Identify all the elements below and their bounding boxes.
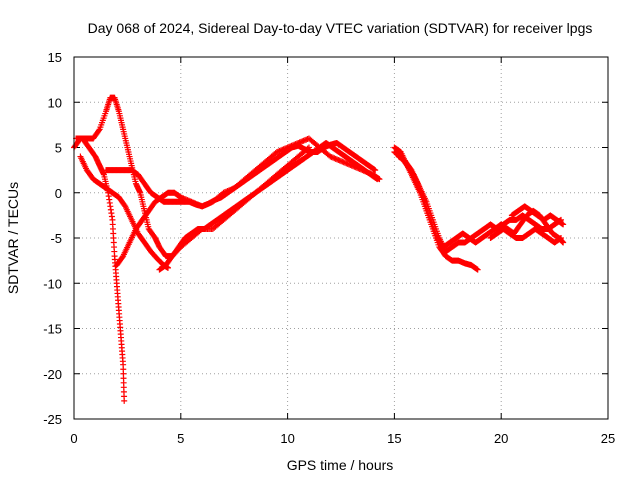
x-tick-label: 0 — [70, 431, 77, 446]
y-tick-label: 10 — [48, 95, 62, 110]
y-tick-label: -15 — [43, 322, 62, 337]
series-pass-f — [156, 139, 381, 273]
y-tick-label: -5 — [50, 231, 62, 246]
series-pass-j — [487, 225, 565, 246]
x-tick-label: 10 — [280, 431, 294, 446]
x-tick-label: 25 — [601, 431, 615, 446]
data-point — [474, 266, 481, 273]
y-tick-label: -20 — [43, 367, 62, 382]
data-point — [121, 397, 128, 404]
x-axis-label: GPS time / hours — [287, 457, 394, 473]
x-tick-label: 5 — [177, 431, 184, 446]
series-pass-k — [508, 203, 567, 228]
y-tick-label: 0 — [55, 186, 62, 201]
data-point — [560, 221, 567, 228]
y-tick-label: -10 — [43, 276, 62, 291]
data-point — [560, 239, 567, 246]
data-point — [558, 235, 565, 241]
y-tick-label: -25 — [43, 412, 62, 427]
axis-ticks: 0 5 10 15 20 25 -25 -20 -15 -10 -5 0 5 10 15 — [43, 50, 615, 446]
series-pass-e — [103, 139, 379, 210]
plot-frame — [73, 56, 609, 420]
data-point — [95, 127, 102, 134]
y-axis-label: SDTVAR / TECUs — [5, 182, 21, 294]
data-points — [71, 94, 567, 404]
x-tick-label: 15 — [387, 431, 401, 446]
data-point — [374, 176, 381, 183]
x-tick-label: 20 — [494, 431, 508, 446]
series-pass-b — [73, 135, 128, 404]
y-tick-label: 15 — [48, 50, 62, 65]
chart-title: Day 068 of 2024, Sidereal Day-to-day VTE… — [88, 20, 593, 36]
series-pass-i — [395, 153, 567, 251]
y-tick-label: 5 — [55, 141, 62, 156]
data-point — [372, 167, 379, 174]
